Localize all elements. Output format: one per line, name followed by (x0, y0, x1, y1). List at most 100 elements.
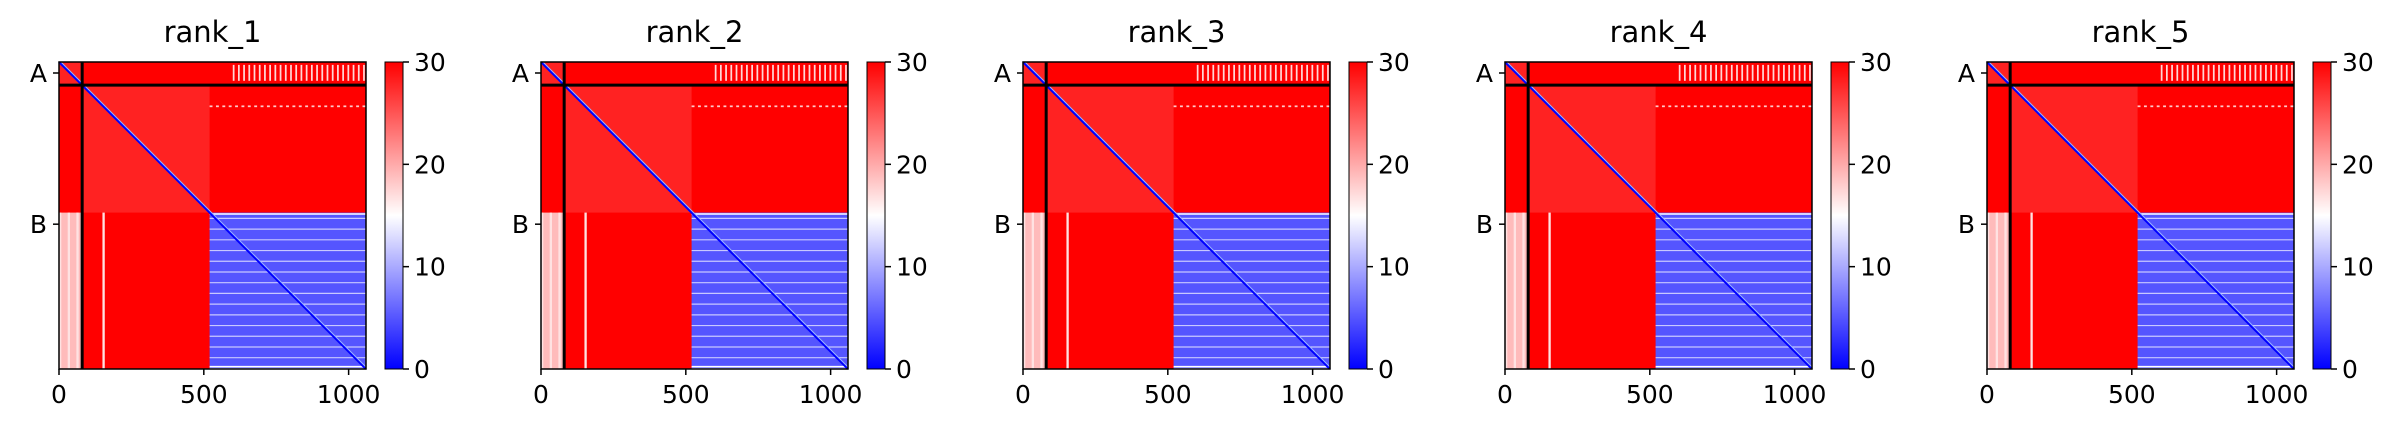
heatmap-speckle (2192, 64, 2194, 81)
heatmap-speckle (300, 64, 303, 81)
heatmap-speckle (1243, 64, 1246, 81)
heatmap-speckle (235, 105, 238, 108)
y-tick-label: A (994, 59, 1011, 88)
heatmap-speckle (2207, 64, 2210, 81)
y-tick-label: B (1476, 210, 1493, 239)
heatmap-diagonal-halo (1988, 61, 2295, 368)
x-tick-label: 0 (1015, 380, 1031, 409)
colorbar-tick-label: 30 (2342, 48, 2374, 77)
heatmap-speckle (1217, 64, 1220, 81)
heatmap-speckle (237, 64, 240, 81)
heatmap-speckle (1704, 64, 1707, 81)
colorbar-tick-label: 20 (414, 150, 446, 179)
heatmap-speckle (1280, 64, 1282, 81)
heatmap-speckle (2244, 64, 2246, 81)
heatmap-speckle (838, 105, 842, 108)
heatmap-speckle (1683, 64, 1686, 81)
heatmap-stripe (76, 212, 79, 369)
heatmap-speckle (1762, 64, 1764, 81)
heatmap-speckle (799, 105, 803, 108)
heatmap-speckle (2181, 64, 2184, 81)
heatmap-speckle (1793, 64, 1796, 81)
colorbar-tick-label: 10 (1378, 253, 1410, 282)
heatmap-speckle (2186, 64, 2189, 81)
plot-title: rank_2 (646, 15, 744, 49)
heatmap-diagonal (1022, 61, 1331, 370)
heatmap-diagonal-halo (1024, 61, 1331, 368)
heatmap-speckle (697, 105, 701, 108)
heatmap-speckle (1207, 64, 1209, 81)
heatmap-speckle (2238, 64, 2241, 81)
plot-title: rank_5 (2092, 15, 2190, 49)
heatmap-speckle (2265, 105, 2268, 108)
heatmap-speckle (768, 105, 771, 108)
heatmap-speckle (254, 105, 258, 108)
panel-rank_5: rank_5 A B 0 500 1000 0 10 20 30 (1958, 15, 2374, 409)
heatmap-speckle (831, 105, 835, 108)
heatmap-speckle (2233, 105, 2237, 108)
heatmap-speckle (1661, 105, 1665, 108)
heatmap-speckle (1262, 105, 1266, 108)
x-tick-label: 1000 (1281, 380, 1345, 409)
heatmap-speckle (2228, 64, 2231, 81)
colorbar-tick-label: 30 (414, 48, 446, 77)
heatmap-speckle (834, 64, 837, 81)
heatmap-speckle (2226, 105, 2230, 108)
heatmap-speckle (1783, 105, 1786, 108)
heatmap-speckle (792, 64, 795, 81)
heatmap-speckle (748, 105, 752, 108)
heatmap-speckle (1741, 64, 1744, 81)
heatmap-speckle (1228, 64, 1230, 81)
heatmap-speckle (2165, 64, 2168, 81)
heatmap-speckle (812, 105, 816, 108)
heatmap-speckle (2271, 105, 2275, 108)
colorbar-tick-label: 10 (896, 253, 928, 282)
heatmap-speckle (248, 64, 251, 81)
heatmap-speckle (742, 105, 746, 108)
heatmap-stripe (1505, 212, 1508, 369)
heatmap-speckle (1306, 64, 1308, 81)
heatmap-speckle (2249, 64, 2252, 81)
heatmap-speckle (352, 64, 355, 81)
heatmap-speckle (824, 64, 826, 81)
heatmap-speckle (829, 64, 832, 81)
heatmap-frame (1022, 61, 1331, 370)
colorbar-tick-label: 20 (2342, 150, 2374, 179)
heatmap-speckle (2290, 105, 2294, 108)
heatmap-speckle (2197, 64, 2200, 81)
heatmap-speckle (279, 105, 283, 108)
heatmap-speckle (1681, 105, 1684, 108)
heatmap-speckle (1789, 105, 1793, 108)
y-tick-label: A (512, 59, 529, 88)
heatmap-speckle (1720, 64, 1723, 81)
heatmap-speckle (1757, 105, 1761, 108)
heatmap-speckle (819, 64, 821, 81)
heatmap-speckle (1211, 105, 1215, 108)
heatmap-speckle (839, 64, 842, 81)
heatmap-speckle (1196, 64, 1199, 81)
heatmap-speckle (2233, 64, 2236, 81)
y-tick-label: A (1476, 59, 1493, 88)
y-tick-label: B (30, 210, 47, 239)
heatmap-speckle (2175, 105, 2179, 108)
heatmap-speckle (1772, 64, 1775, 81)
heatmap-speckle (746, 64, 748, 81)
heatmap-speckle (1313, 105, 1317, 108)
heatmap-speckle (2214, 105, 2217, 108)
heatmap-speckle (719, 64, 722, 81)
heatmap-speckle (1179, 105, 1183, 108)
heatmap-speckle (1736, 64, 1738, 81)
heatmap-speckle (798, 64, 800, 81)
heatmap-speckle (266, 105, 270, 108)
heatmap-speckle (1776, 105, 1780, 108)
heatmap-speckle (755, 105, 759, 108)
heatmap-frame (58, 61, 367, 370)
heatmap-stripe (2004, 212, 2007, 369)
heatmap-speckle (1694, 64, 1697, 81)
heatmap-speckle (2163, 105, 2166, 108)
heatmap-speckle (813, 64, 816, 81)
heatmap-stripe (67, 212, 71, 369)
heatmap-speckle (1730, 64, 1733, 81)
heatmap-speckle (1674, 105, 1678, 108)
heatmap-speckle (2202, 64, 2205, 81)
